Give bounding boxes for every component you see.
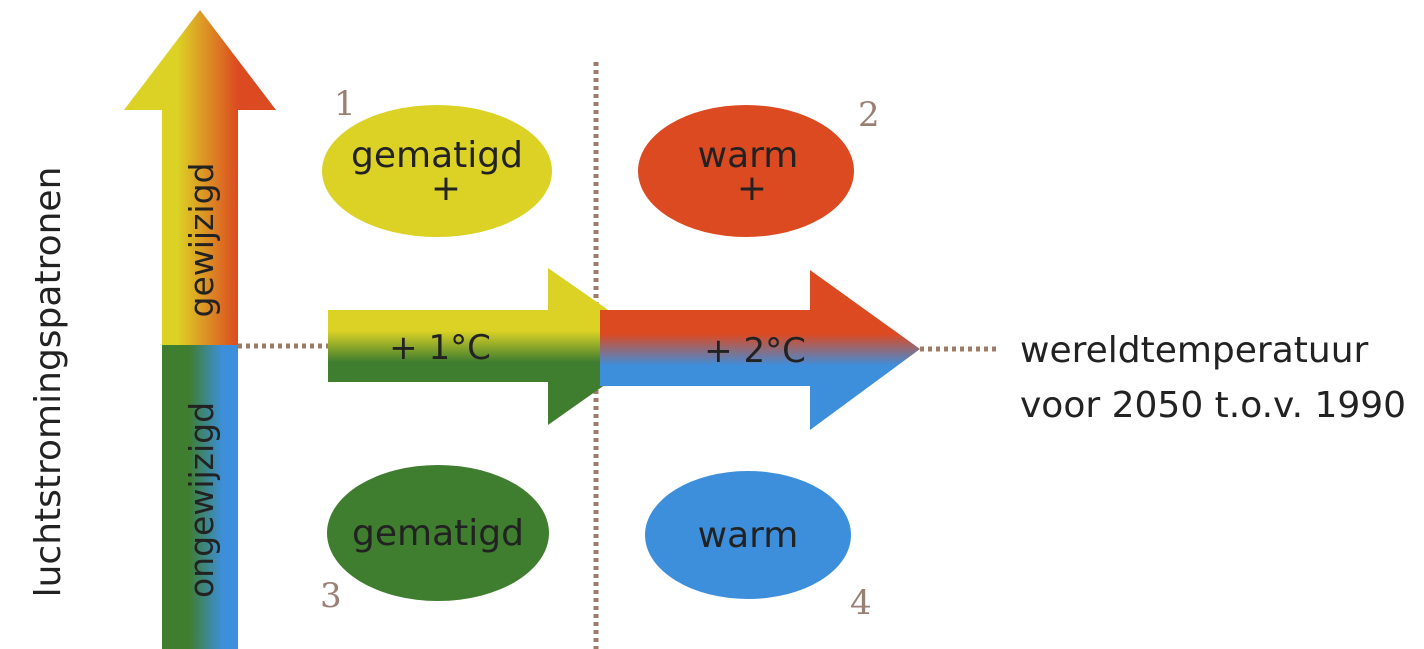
arrow-plus-1-label: + 1°C xyxy=(389,328,491,368)
quadrant-1-sign: + xyxy=(431,168,461,209)
quadrant-1-ellipse xyxy=(322,105,552,237)
quadrant-4-ellipse xyxy=(645,471,851,599)
arrow-plus-2 xyxy=(600,270,920,430)
quadrant-2-label: warm xyxy=(698,135,799,176)
y-upper-label: gewijzigd xyxy=(182,163,221,318)
quadrant-4-number: 4 xyxy=(850,583,872,623)
quadrant-2-number: 2 xyxy=(858,95,880,135)
quadrant-3-number: 3 xyxy=(320,576,342,616)
x-axis-title-line2: voor 2050 t.o.v. 1990 xyxy=(1020,385,1406,426)
y-axis-title: luchtstromingspatronen xyxy=(28,167,69,598)
arrow-plus-2-label: + 2°C xyxy=(704,331,806,371)
quadrant-2-sign: + xyxy=(737,168,767,209)
quadrant-1-number: 1 xyxy=(334,84,356,124)
x-axis-title-line1: wereldtemperatuur xyxy=(1020,330,1369,371)
vertical-arrow-upper xyxy=(124,10,276,345)
quadrant-4-label: warm xyxy=(698,515,799,556)
quadrant-3-ellipse xyxy=(327,465,549,601)
y-lower-label: ongewijzigd xyxy=(182,402,221,598)
quadrant-2-ellipse xyxy=(638,105,854,237)
quadrant-3-label: gematigd xyxy=(352,513,524,554)
arrow-plus-1 xyxy=(328,268,660,425)
quadrant-1-label: gematigd xyxy=(351,135,523,176)
vertical-arrow-lower xyxy=(162,345,238,649)
